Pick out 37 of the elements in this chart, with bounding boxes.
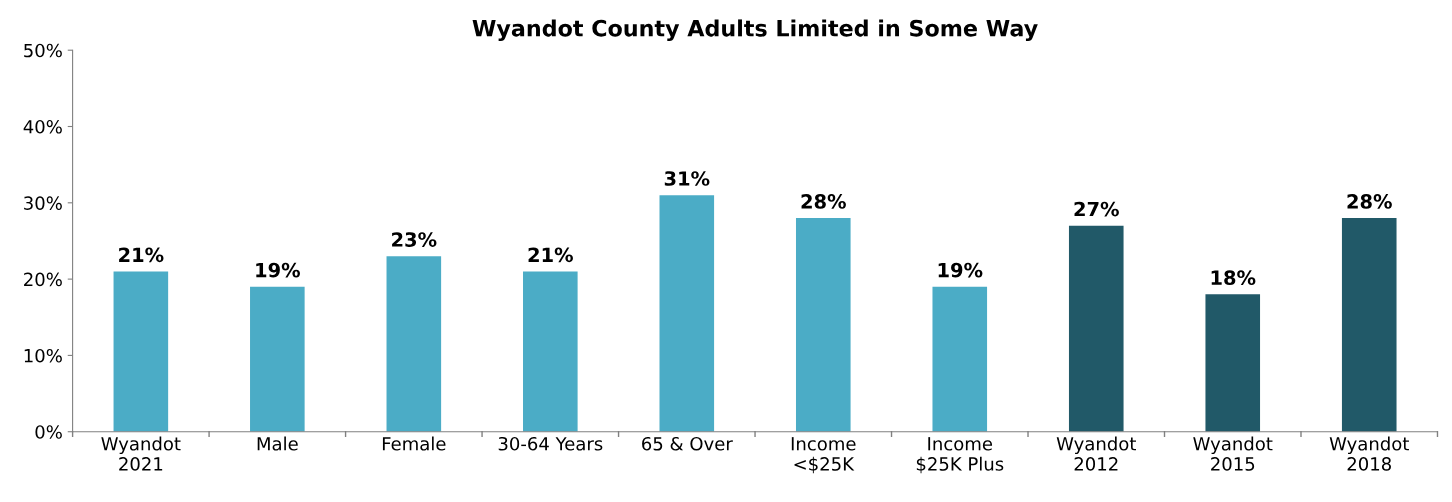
x-tick-label: Income $25K Plus [916, 437, 1004, 474]
bar [523, 271, 578, 432]
bar [1341, 218, 1397, 432]
data-label: 18% [1211, 270, 1256, 286]
x-tick-label: Wyandot 2021 [101, 436, 181, 471]
x-tick-label: Wyandot 2018 [1329, 436, 1409, 471]
bar [386, 256, 442, 432]
data-label: 21% [528, 247, 573, 263]
data-label: 31% [664, 171, 710, 186]
data-label: 23% [392, 232, 437, 247]
x-tick-label: 65 & Over [642, 436, 733, 451]
y-tick-label: 40% [23, 119, 62, 134]
data-label: 19% [938, 262, 983, 278]
y-tick-label: 50% [24, 43, 62, 58]
bar [932, 286, 988, 432]
y-tick-label: 30% [24, 196, 62, 210]
x-tick-label: Income <$25K [791, 437, 856, 474]
bar [250, 286, 305, 432]
y-tick-label: 20% [24, 272, 62, 287]
y-tick-label: 10% [24, 348, 62, 363]
data-label: 28% [801, 194, 846, 209]
data-label: 19% [256, 262, 300, 278]
bar [113, 271, 169, 432]
x-tick-label: Male [257, 436, 298, 451]
x-tick-label: Wyandot 2015 [1193, 436, 1273, 471]
bar [1205, 294, 1261, 432]
data-label: 21% [119, 247, 164, 263]
bar [659, 195, 715, 432]
chart-title: Wyandot County Adults Limited in Some Way [472, 19, 1038, 42]
bar [1068, 225, 1124, 432]
data-label: 28% [1347, 194, 1392, 209]
data-label: 27% [1074, 201, 1119, 217]
x-tick-label: 30-64 Years [498, 436, 603, 451]
x-tick-label: Wyandot 2012 [1056, 436, 1136, 471]
bar [795, 218, 851, 432]
y-tick-label: 0% [35, 425, 62, 439]
x-tick-label: Female [382, 436, 446, 451]
